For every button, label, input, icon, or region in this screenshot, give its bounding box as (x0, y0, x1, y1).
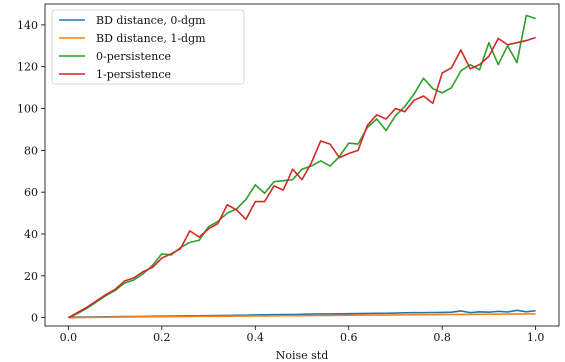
legend: BD distance, 0-dgm BD distance, 1-dgm 0-… (51, 9, 245, 85)
plot-frame (44, 3, 560, 327)
y-tick-label: 80 (24, 144, 38, 157)
legend-label-0-persistence: 0-persistence (96, 50, 171, 63)
x-axis: 0.0 0.2 0.4 0.6 0.8 1.0 (60, 326, 545, 344)
series-line-1-persistence (67, 36, 536, 319)
y-tick-label: 0 (31, 312, 38, 325)
legend-label-bd-1-dgm: BD distance, 1-dgm (96, 32, 206, 45)
y-tick-label: 100 (17, 103, 38, 116)
x-tick-label: 0.2 (153, 331, 171, 344)
y-tick-label: 140 (17, 19, 38, 32)
x-tick-label: 0.0 (60, 331, 78, 344)
y-tick-label: 40 (24, 228, 38, 241)
x-tick-label: 1.0 (527, 331, 545, 344)
y-tick-label: 60 (24, 186, 38, 199)
y-tick-label: 120 (17, 61, 38, 74)
series-line-bd-1-dgm (68, 313, 536, 319)
x-tick-label: 0.6 (340, 331, 358, 344)
x-tick-label: 0.8 (433, 331, 451, 344)
x-axis-label: Noise std (276, 349, 329, 362)
x-tick-label: 0.4 (247, 331, 265, 344)
legend-label-bd-0-dgm: BD distance, 0-dgm (96, 14, 206, 27)
legend-label-1-persistence: 1-persistence (96, 68, 171, 81)
y-axis: 0 20 40 60 80 100 120 140 (17, 19, 45, 325)
legend-box (51, 9, 245, 85)
series-layer (67, 14, 536, 319)
y-tick-label: 20 (24, 270, 38, 283)
